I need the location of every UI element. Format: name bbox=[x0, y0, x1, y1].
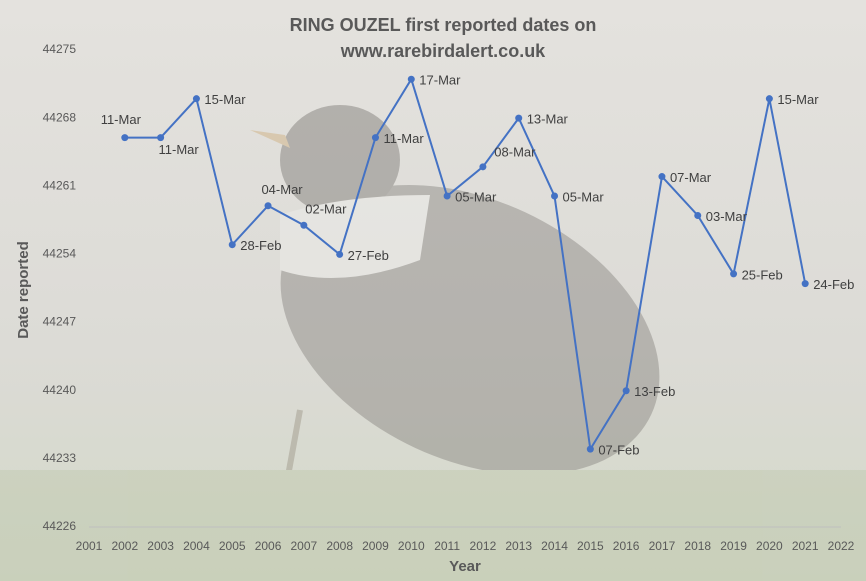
data-point bbox=[300, 221, 308, 229]
x-tick-label: 2015 bbox=[577, 539, 604, 553]
x-tick-label: 2006 bbox=[255, 539, 282, 553]
y-tick-label: 44254 bbox=[43, 247, 77, 261]
data-label: 03-Mar bbox=[706, 209, 748, 224]
data-line bbox=[124, 76, 807, 453]
x-tick-label: 2021 bbox=[792, 539, 819, 553]
data-label: 02-Mar bbox=[305, 202, 347, 217]
x-tick-label: 2001 bbox=[76, 539, 103, 553]
data-label: 05-Mar bbox=[563, 189, 605, 204]
x-tick-label: 2017 bbox=[649, 539, 676, 553]
data-label: 04-Mar bbox=[261, 182, 303, 197]
data-label: 07-Feb bbox=[598, 443, 639, 458]
data-label: 27-Feb bbox=[348, 248, 389, 263]
data-point bbox=[479, 163, 487, 171]
data-label: 28-Feb bbox=[240, 238, 281, 253]
data-point bbox=[336, 250, 344, 258]
data-point bbox=[694, 211, 702, 219]
data-point bbox=[801, 280, 809, 288]
data-point bbox=[371, 134, 379, 142]
y-axis-title: Date reported bbox=[15, 241, 32, 339]
x-tick-label: 2022 bbox=[828, 539, 855, 553]
data-point bbox=[622, 387, 630, 395]
x-tick-label: 2013 bbox=[505, 539, 532, 553]
data-point bbox=[192, 95, 200, 103]
data-label: 17-Mar bbox=[419, 73, 461, 88]
data-label: 24-Feb bbox=[813, 277, 854, 292]
data-point bbox=[765, 95, 773, 103]
data-point bbox=[730, 270, 738, 278]
data-label: 15-Mar bbox=[204, 92, 246, 107]
data-point bbox=[264, 202, 272, 210]
x-tick-label: 2005 bbox=[219, 539, 246, 553]
y-tick-label: 44268 bbox=[43, 110, 77, 124]
data-point bbox=[658, 173, 666, 181]
x-axis-title: Year bbox=[449, 558, 481, 575]
data-point bbox=[515, 114, 523, 122]
y-tick-label: 44233 bbox=[43, 451, 77, 465]
y-tick-label: 44240 bbox=[43, 383, 77, 397]
bird-photo bbox=[0, 105, 866, 581]
x-tick-label: 2010 bbox=[398, 539, 425, 553]
data-label: 13-Feb bbox=[634, 384, 675, 399]
x-tick-label: 2012 bbox=[470, 539, 497, 553]
x-tick-label: 2004 bbox=[183, 539, 210, 553]
x-tick-label: 2014 bbox=[541, 539, 568, 553]
data-point bbox=[407, 75, 415, 83]
data-point bbox=[551, 192, 559, 200]
x-tick-label: 2020 bbox=[756, 539, 783, 553]
chart-title: www.rarebirdalert.co.uk bbox=[340, 41, 546, 61]
chart-title: RING OUZEL first reported dates on bbox=[290, 15, 597, 35]
data-point bbox=[443, 192, 451, 200]
data-label: 07-Mar bbox=[670, 170, 712, 185]
y-tick-label: 44275 bbox=[43, 42, 77, 56]
x-tick-label: 2016 bbox=[613, 539, 640, 553]
data-label: 15-Mar bbox=[777, 92, 819, 107]
data-label: 11-Mar bbox=[383, 131, 424, 146]
data-label: 08-Mar bbox=[494, 144, 536, 159]
y-tick-label: 44247 bbox=[43, 315, 77, 329]
data-label: 05-Mar bbox=[455, 189, 497, 204]
x-tick-label: 2008 bbox=[326, 539, 353, 553]
x-tick-label: 2002 bbox=[111, 539, 138, 553]
data-point bbox=[228, 241, 236, 249]
y-tick-label: 44226 bbox=[43, 519, 77, 533]
x-tick-label: 2011 bbox=[434, 539, 460, 553]
data-label: 11-Mar bbox=[159, 142, 200, 157]
x-tick-label: 2009 bbox=[362, 539, 389, 553]
data-label: 25-Feb bbox=[742, 267, 783, 282]
x-tick-label: 2018 bbox=[684, 539, 711, 553]
data-point bbox=[586, 445, 594, 453]
data-point bbox=[121, 134, 129, 142]
data-point bbox=[157, 134, 165, 142]
x-tick-label: 2003 bbox=[147, 539, 174, 553]
x-tick-label: 2007 bbox=[291, 539, 318, 553]
data-label: 11-Mar bbox=[101, 112, 142, 127]
y-tick-label: 44261 bbox=[43, 178, 77, 192]
data-label: 13-Mar bbox=[527, 112, 569, 127]
x-tick-label: 2019 bbox=[720, 539, 747, 553]
